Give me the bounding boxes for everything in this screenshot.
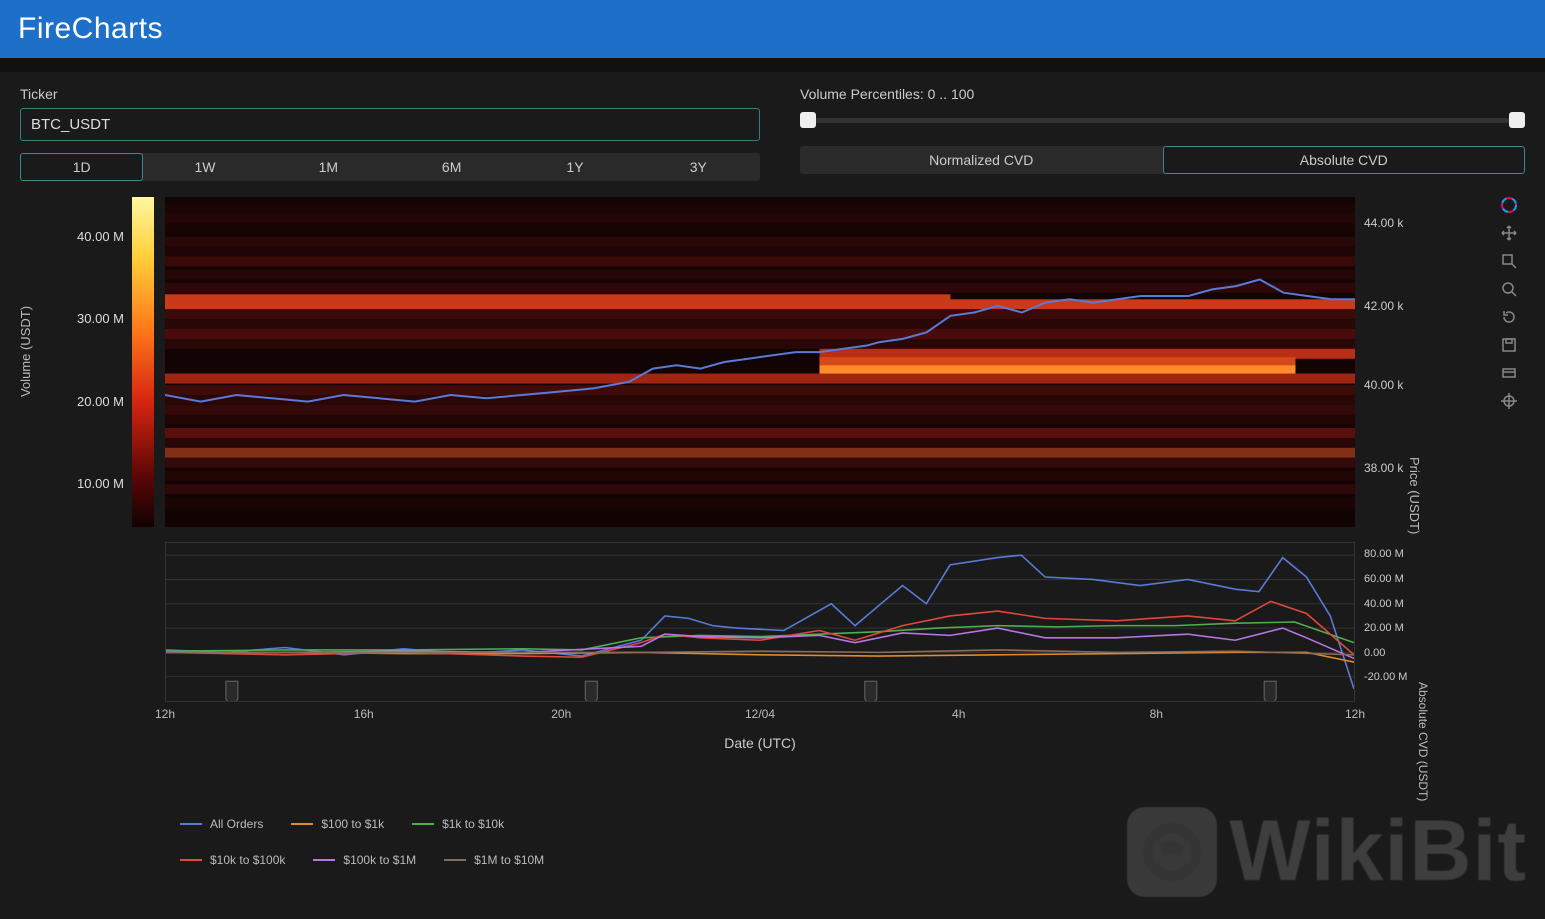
heatmap-price-chart[interactable] xyxy=(165,197,1355,527)
app-title: FireCharts xyxy=(18,12,163,46)
watermark: WikiBit xyxy=(1127,802,1527,901)
cvd-tick: 0.00 xyxy=(1364,647,1385,659)
volume-tick: 20.00 M xyxy=(54,394,124,409)
controls-row: Ticker 1D1W1M6M1Y3Y Volume Percentiles: … xyxy=(0,72,1545,187)
legend-swatch xyxy=(291,823,313,825)
reset-icon[interactable] xyxy=(1499,307,1519,327)
hover-icon[interactable] xyxy=(1499,363,1519,383)
x-tick: 4h xyxy=(952,707,965,721)
legend-item[interactable]: All Orders xyxy=(180,817,263,831)
volume-tick: 30.00 M xyxy=(54,311,124,326)
ticker-label: Ticker xyxy=(20,86,760,102)
period-3Y[interactable]: 3Y xyxy=(637,153,760,181)
period-6M[interactable]: 6M xyxy=(390,153,513,181)
save-icon[interactable] xyxy=(1499,335,1519,355)
volume-ticks: 40.00 M 30.00 M 20.00 M 10.00 M xyxy=(54,197,124,527)
app-header: FireCharts xyxy=(0,0,1545,58)
volume-tick: 40.00 M xyxy=(54,229,124,244)
legend-item[interactable]: $10k to $100k xyxy=(180,853,285,867)
cvd-tick: -20.00 M xyxy=(1364,671,1407,683)
colorbar xyxy=(132,197,154,527)
volume-percentile-slider[interactable] xyxy=(800,108,1525,134)
legend-swatch xyxy=(444,859,466,861)
cvd-tick: 20.00 M xyxy=(1364,622,1404,634)
header-divider xyxy=(0,58,1545,72)
zoom-wheel-icon[interactable] xyxy=(1499,279,1519,299)
watermark-text: WikiBit xyxy=(1229,802,1527,901)
x-tick: 20h xyxy=(551,707,571,721)
legend-label: $1M to $10M xyxy=(474,853,544,867)
cvd-axis-label: Absolute CVD (USDT) xyxy=(1416,682,1430,801)
x-axis-label: Date (UTC) xyxy=(165,735,1355,751)
crosshair-icon[interactable] xyxy=(1499,391,1519,411)
cvd-tick: 40.00 M xyxy=(1364,598,1404,610)
x-tick: 12h xyxy=(1345,707,1365,721)
x-tick: 12h xyxy=(155,707,175,721)
legend-swatch xyxy=(180,859,202,861)
period-selector: 1D1W1M6M1Y3Y xyxy=(20,153,760,181)
volume-axis-label: Volume (USDT) xyxy=(18,306,33,397)
cvd-mode-button[interactable]: Absolute CVD xyxy=(1163,146,1526,174)
period-1Y[interactable]: 1Y xyxy=(513,153,636,181)
zoom-box-icon[interactable] xyxy=(1499,251,1519,271)
legend-item[interactable]: $1M to $10M xyxy=(444,853,544,867)
legend-label: $1k to $10k xyxy=(442,817,504,831)
watermark-icon xyxy=(1127,807,1217,897)
price-tick: 38.00 k xyxy=(1364,461,1403,475)
legend: All Orders $100 to $1k $1k to $10k $10k to … xyxy=(180,817,544,889)
cvd-ticks: 80.00 M 60.00 M 40.00 M 20.00 M 0.00 -20.00 M xyxy=(1360,542,1420,702)
x-tick: 8h xyxy=(1150,707,1163,721)
legend-label: All Orders xyxy=(210,817,263,831)
logo-icon[interactable] xyxy=(1499,195,1519,215)
x-tick: 12/04 xyxy=(745,707,775,721)
price-tick: 42.00 k xyxy=(1364,299,1403,313)
cvd-mode-selector: Normalized CVDAbsolute CVD xyxy=(800,146,1525,174)
legend-label: $100k to $1M xyxy=(343,853,416,867)
period-1D[interactable]: 1D xyxy=(20,153,143,181)
legend-item[interactable]: $100 to $1k xyxy=(291,817,384,831)
move-icon[interactable] xyxy=(1499,223,1519,243)
x-tick: 16h xyxy=(354,707,374,721)
legend-item[interactable]: $1k to $10k xyxy=(412,817,504,831)
price-tick: 40.00 k xyxy=(1364,378,1403,392)
chart-toolbar xyxy=(1497,195,1521,411)
period-1M[interactable]: 1M xyxy=(267,153,390,181)
legend-swatch xyxy=(412,823,434,825)
chart-zone: Volume (USDT) 40.00 M 30.00 M 20.00 M 10.00… xyxy=(20,197,1525,757)
slider-label: Volume Percentiles: 0 .. 100 xyxy=(800,86,1525,102)
legend-label: $10k to $100k xyxy=(210,853,285,867)
ticker-input[interactable] xyxy=(20,108,760,141)
x-ticks: 12h16h20h12/044h8h12h xyxy=(165,707,1355,727)
price-tick: 44.00 k xyxy=(1364,216,1403,230)
legend-swatch xyxy=(313,859,335,861)
period-1W[interactable]: 1W xyxy=(143,153,266,181)
legend-label: $100 to $1k xyxy=(321,817,384,831)
cvd-tick: 80.00 M xyxy=(1364,548,1404,560)
cvd-tick: 60.00 M xyxy=(1364,573,1404,585)
legend-item[interactable]: $100k to $1M xyxy=(313,853,416,867)
legend-swatch xyxy=(180,823,202,825)
price-axis-label: Price (USDT) xyxy=(1407,457,1422,534)
volume-tick: 10.00 M xyxy=(54,476,124,491)
cvd-chart[interactable] xyxy=(165,542,1355,702)
cvd-mode-button[interactable]: Normalized CVD xyxy=(800,146,1163,174)
